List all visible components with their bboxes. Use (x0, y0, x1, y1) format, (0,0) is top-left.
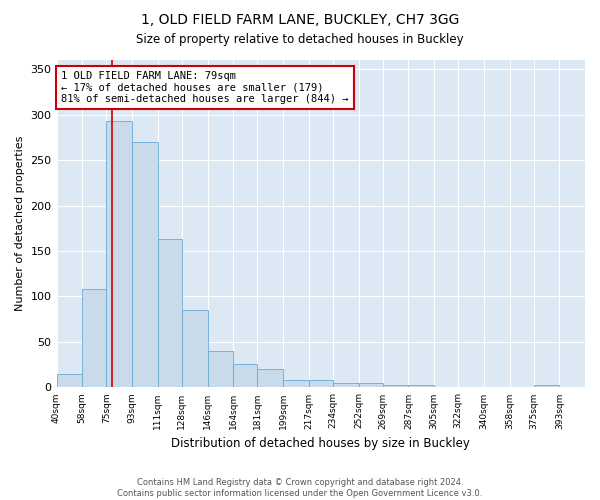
Bar (182, 310, 208, 388)
Text: 1 OLD FIELD FARM LANE: 79sqm
← 17% of detached houses are smaller (179)
81% of s: 1 OLD FIELD FARM LANE: 79sqm ← 17% of de… (61, 71, 349, 104)
Bar (257, 369, 283, 388)
Bar (283, 380, 308, 388)
Bar (106, 121, 132, 388)
Bar (308, 380, 333, 388)
Bar (383, 384, 409, 388)
Bar (208, 351, 233, 388)
Text: Contains HM Land Registry data © Crown copyright and database right 2024.
Contai: Contains HM Land Registry data © Crown c… (118, 478, 482, 498)
X-axis label: Distribution of detached houses by size in Buckley: Distribution of detached houses by size … (172, 437, 470, 450)
Bar (233, 364, 257, 388)
Bar (359, 383, 383, 388)
Text: 1, OLD FIELD FARM LANE, BUCKLEY, CH7 3GG: 1, OLD FIELD FARM LANE, BUCKLEY, CH7 3GG (141, 12, 459, 26)
Bar (56, 374, 82, 388)
Bar (409, 384, 434, 388)
Text: Size of property relative to detached houses in Buckley: Size of property relative to detached ho… (136, 32, 464, 46)
Bar (158, 239, 182, 388)
Bar (82, 289, 106, 388)
Bar (534, 384, 559, 388)
Bar (132, 142, 158, 388)
Bar (333, 383, 359, 388)
Y-axis label: Number of detached properties: Number of detached properties (15, 136, 25, 312)
